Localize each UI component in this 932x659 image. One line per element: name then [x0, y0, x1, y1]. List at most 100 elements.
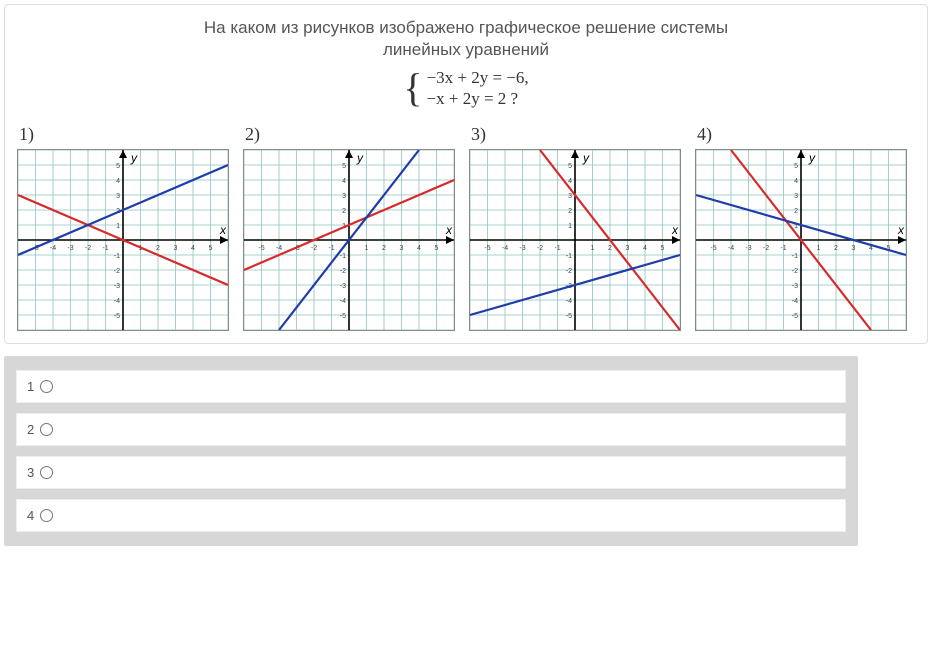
question-box: На каком из рисунков изображено графичес… [4, 4, 928, 344]
svg-text:-4: -4 [114, 298, 120, 305]
svg-text:5: 5 [794, 163, 798, 170]
svg-text:2: 2 [382, 245, 386, 252]
answer-label: 3 [27, 465, 34, 480]
svg-text:-1: -1 [340, 253, 346, 260]
graph-3: -5-4-3-2-112345-5-4-3-2-112345xy [469, 149, 681, 331]
option-label-1: 1) [17, 124, 229, 145]
svg-text:-3: -3 [519, 245, 525, 252]
svg-text:x: x [671, 223, 679, 237]
svg-text:3: 3 [342, 193, 346, 200]
answer-option-3[interactable]: 3 [27, 465, 53, 480]
svg-text:4: 4 [417, 245, 421, 252]
answer-row: 3 [16, 456, 846, 489]
svg-text:-3: -3 [114, 283, 120, 290]
answer-option-2[interactable]: 2 [27, 422, 53, 437]
svg-text:-4: -4 [340, 298, 346, 305]
equation-2: −x + 2y = 2 ? [427, 88, 529, 109]
svg-text:-4: -4 [502, 245, 508, 252]
answer-row: 1 [16, 370, 846, 403]
answer-label: 2 [27, 422, 34, 437]
system-equations: { −3x + 2y = −6, −x + 2y = 2 ? [17, 67, 915, 110]
svg-text:3: 3 [568, 193, 572, 200]
svg-text:5: 5 [568, 163, 572, 170]
svg-text:2: 2 [342, 208, 346, 215]
answer-option-1[interactable]: 1 [27, 379, 53, 394]
svg-text:4: 4 [568, 178, 572, 185]
svg-text:-4: -4 [728, 245, 734, 252]
graph-4: -5-4-3-2-112345-5-4-3-2-112345xy [695, 149, 907, 331]
svg-text:-4: -4 [50, 245, 56, 252]
svg-text:3: 3 [400, 245, 404, 252]
svg-text:5: 5 [342, 163, 346, 170]
svg-text:5: 5 [661, 245, 665, 252]
answer-radio-3[interactable] [40, 466, 53, 479]
left-brace-icon: { [403, 68, 422, 108]
svg-text:-2: -2 [792, 268, 798, 275]
svg-text:-4: -4 [566, 298, 572, 305]
svg-text:-1: -1 [566, 253, 572, 260]
svg-text:x: x [897, 223, 905, 237]
svg-text:1: 1 [365, 245, 369, 252]
svg-text:-2: -2 [340, 268, 346, 275]
svg-text:1: 1 [591, 245, 595, 252]
svg-text:y: y [808, 151, 816, 165]
svg-text:-4: -4 [792, 298, 798, 305]
svg-text:2: 2 [794, 208, 798, 215]
svg-text:x: x [219, 223, 227, 237]
svg-text:x: x [445, 223, 453, 237]
svg-text:-2: -2 [537, 245, 543, 252]
svg-text:3: 3 [794, 193, 798, 200]
svg-text:-2: -2 [85, 245, 91, 252]
svg-text:-5: -5 [258, 245, 264, 252]
svg-text:-3: -3 [67, 245, 73, 252]
svg-text:-5: -5 [710, 245, 716, 252]
svg-text:-3: -3 [792, 283, 798, 290]
svg-text:2: 2 [608, 245, 612, 252]
svg-text:-5: -5 [792, 313, 798, 320]
svg-text:-5: -5 [114, 313, 120, 320]
option-4: 4) -5-4-3-2-112345-5-4-3-2-112345xy [695, 124, 907, 331]
svg-text:-2: -2 [763, 245, 769, 252]
option-2: 2) -5-4-3-2-112345-5-4-3-2-112345xy [243, 124, 455, 331]
answers-panel: 1 2 3 4 [4, 356, 858, 546]
answer-radio-4[interactable] [40, 509, 53, 522]
svg-text:-3: -3 [340, 283, 346, 290]
answer-option-4[interactable]: 4 [27, 508, 53, 523]
option-label-4: 4) [695, 124, 907, 145]
svg-text:-1: -1 [780, 245, 786, 252]
svg-text:1: 1 [116, 223, 120, 230]
graph-1: -5-4-3-2-112345-5-4-3-2-112345xy [17, 149, 229, 331]
svg-text:3: 3 [626, 245, 630, 252]
question-title: На каком из рисунков изображено графичес… [17, 17, 915, 61]
graph-2: -5-4-3-2-112345-5-4-3-2-112345xy [243, 149, 455, 331]
svg-text:2: 2 [568, 208, 572, 215]
answer-label: 4 [27, 508, 34, 523]
answer-row: 4 [16, 499, 846, 532]
svg-text:1: 1 [568, 223, 572, 230]
svg-text:-2: -2 [311, 245, 317, 252]
answer-radio-1[interactable] [40, 380, 53, 393]
option-3: 3) -5-4-3-2-112345-5-4-3-2-112345xy [469, 124, 681, 331]
svg-text:-5: -5 [484, 245, 490, 252]
svg-text:y: y [582, 151, 590, 165]
svg-text:3: 3 [174, 245, 178, 252]
svg-text:-1: -1 [792, 253, 798, 260]
svg-text:4: 4 [794, 178, 798, 185]
option-label-3: 3) [469, 124, 681, 145]
svg-text:-1: -1 [554, 245, 560, 252]
svg-text:-5: -5 [566, 313, 572, 320]
svg-text:-2: -2 [114, 268, 120, 275]
svg-text:-1: -1 [328, 245, 334, 252]
option-label-2: 2) [243, 124, 455, 145]
svg-text:3: 3 [852, 245, 856, 252]
svg-text:2: 2 [834, 245, 838, 252]
svg-text:4: 4 [342, 178, 346, 185]
svg-text:y: y [130, 151, 138, 165]
graphs-row: 1) -5 -4 -3 -2 -1 1 2 3 4 5 -5 -4 -3 -2 -1 1 2 3 4 5 x y 2) -… [17, 124, 915, 331]
svg-text:3: 3 [116, 193, 120, 200]
equation-1: −3x + 2y = −6, [427, 67, 529, 88]
svg-text:-1: -1 [114, 253, 120, 260]
answer-radio-2[interactable] [40, 423, 53, 436]
svg-text:4: 4 [643, 245, 647, 252]
title-line-1: На каком из рисунков изображено графичес… [204, 18, 728, 37]
